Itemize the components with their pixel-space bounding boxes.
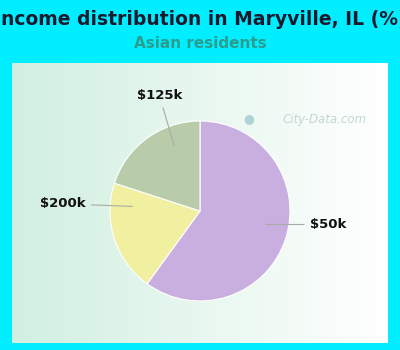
Text: Income distribution in Maryville, IL (%): Income distribution in Maryville, IL (%) (0, 10, 400, 29)
Text: Asian residents: Asian residents (134, 36, 266, 51)
Text: City-Data.com: City-Data.com (283, 112, 367, 126)
Text: $125k: $125k (137, 89, 182, 145)
Wedge shape (110, 183, 200, 284)
Text: $200k: $200k (40, 197, 132, 210)
Wedge shape (114, 121, 200, 211)
Text: ●: ● (244, 112, 254, 126)
Wedge shape (147, 121, 290, 301)
Text: $50k: $50k (266, 218, 346, 231)
